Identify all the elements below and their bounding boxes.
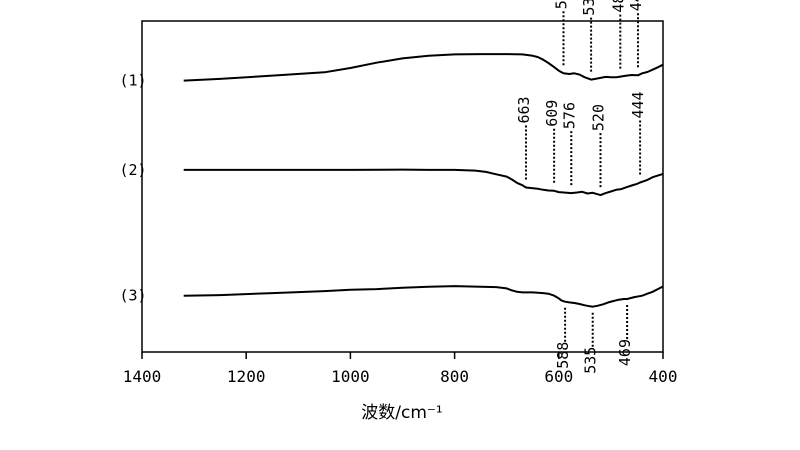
peak-label-591: 591 (553, 0, 571, 9)
peak-label-520: 520 (590, 104, 608, 131)
spectrum-line-3 (183, 285, 664, 308)
peak-label-482: 482 (609, 0, 627, 13)
plot-frame (141, 20, 664, 353)
peak-label-609: 609 (543, 100, 561, 127)
x-tick-label-800: 800 (440, 367, 469, 386)
x-axis-ticks: 1400 1200 1000 800 600 400 (123, 352, 678, 386)
x-tick-label-400: 400 (649, 367, 678, 386)
peak-label-588: 588 (554, 342, 572, 369)
peak-label-535: 535 (582, 347, 600, 374)
spectrum-line-2 (183, 168, 664, 197)
peak-label-448: 448 (627, 0, 645, 11)
peak-label-576: 576 (560, 102, 578, 129)
x-tick-label-1400: 1400 (123, 367, 162, 386)
x-tick-label-1200: 1200 (227, 367, 266, 386)
peak-label-538: 538 (580, 0, 598, 16)
x-tick-label-600: 600 (544, 367, 573, 386)
spectrum-curves (183, 53, 664, 308)
curve-label-2: (2) (119, 161, 146, 179)
curve-labels: (1) (2) (3) (119, 72, 146, 305)
curve-label-3: (3) (119, 287, 146, 305)
x-axis-title: 波数/cm⁻¹ (361, 403, 442, 423)
x-tick-label-1000: 1000 (331, 367, 370, 386)
peak-label-663: 663 (515, 96, 533, 123)
peak-label-444: 444 (629, 91, 647, 118)
peak-label-469: 469 (616, 339, 634, 366)
curve-label-1: (1) (119, 72, 146, 90)
spectrum-line-1 (183, 53, 664, 82)
